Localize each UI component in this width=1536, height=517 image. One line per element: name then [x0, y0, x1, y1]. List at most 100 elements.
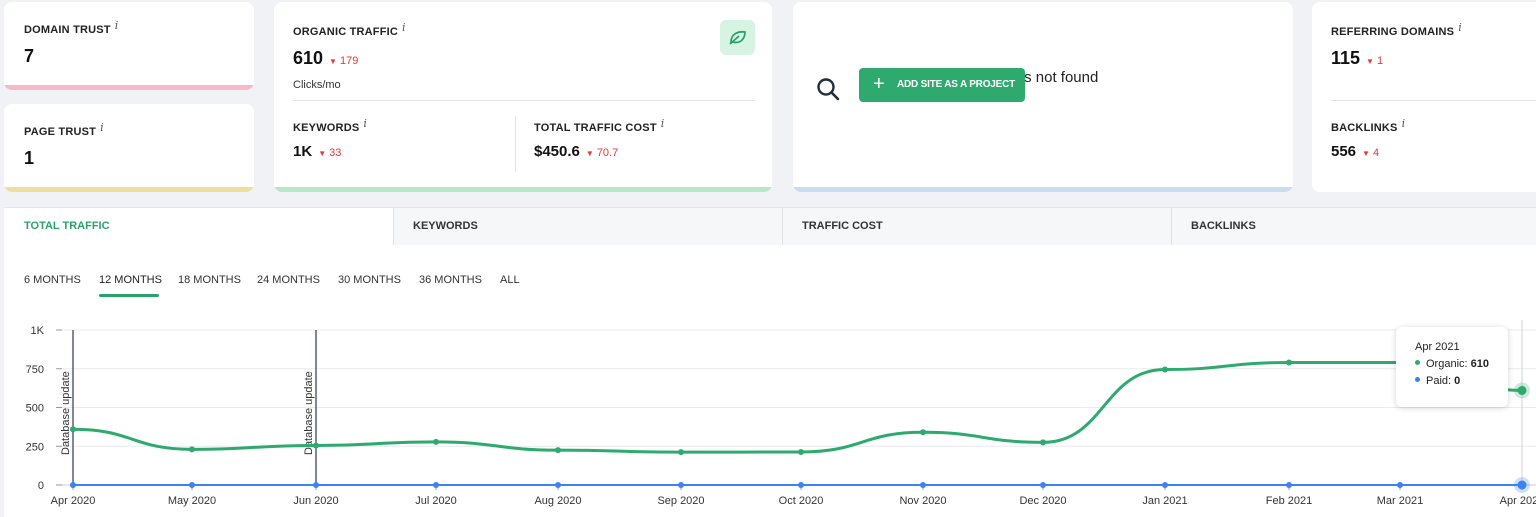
paid-point — [1397, 482, 1403, 488]
paid-point — [798, 482, 804, 488]
not-found-bar — [793, 187, 1293, 192]
plus-icon: + — [873, 73, 885, 95]
organic-point — [1162, 366, 1168, 373]
range-active-underline — [99, 294, 159, 297]
paid-point — [678, 482, 684, 488]
y-tick-label: 750 — [26, 364, 44, 376]
page-trust-value: 1 — [24, 148, 35, 168]
organic-traffic-label: ORGANIC TRAFFIC — [293, 26, 399, 38]
info-icon[interactable]: i — [402, 21, 406, 34]
x-tick-label: Jan 2021 — [1142, 495, 1187, 507]
down-triangle-icon: ▼ — [585, 149, 594, 158]
referring-card: REFERRING DOMAINS i 115 ▼ 1 BACKLINKS i 556 ▼… — [1312, 2, 1536, 192]
organic-traffic-delta: ▼ 179 — [329, 55, 359, 67]
paid-point — [1286, 482, 1292, 488]
referring-domains-delta: ▼ 1 — [1366, 55, 1384, 67]
organic-point — [189, 446, 195, 453]
paid-point — [555, 482, 561, 488]
page-trust-card: PAGE TRUST i 1 — [4, 104, 254, 192]
x-tick-label: Dec 2020 — [1019, 495, 1066, 507]
x-tick-label: Nov 2020 — [899, 495, 946, 507]
traffic-panel: 6 MONTHS 12 MONTHS 18 MONTHS 24 MONTHS 3… — [4, 245, 1536, 517]
tab-total-traffic[interactable]: TOTAL TRAFFIC — [4, 208, 394, 246]
info-icon[interactable]: i — [114, 19, 119, 32]
add-site-button[interactable]: + ADD SITE AS A PROJECT — [859, 68, 1025, 102]
domain-trust-value: 7 — [24, 46, 35, 66]
paid-point — [920, 482, 926, 488]
tooltip-paid: Paid: 0 — [1415, 375, 1508, 387]
organic-traffic-value: 610 — [293, 48, 324, 68]
keywords-value: 1K — [293, 143, 313, 160]
paid-point — [189, 482, 195, 488]
info-icon[interactable]: i — [100, 121, 104, 134]
referring-domains-label: REFERRING DOMAINS — [1331, 26, 1455, 38]
x-tick-label: Feb 2021 — [1266, 495, 1312, 507]
organic-dot-icon — [1415, 360, 1420, 365]
organic-point — [678, 449, 684, 456]
organic-traffic-card: ORGANIC TRAFFIC i 610 ▼ 179 Clicks/mo KEYWO… — [274, 2, 772, 192]
organic-point — [70, 426, 76, 433]
traffic-cost-value: $450.6 — [534, 143, 580, 160]
paid-point — [70, 482, 76, 488]
range-24-months[interactable]: 24 MONTHS — [257, 274, 320, 286]
paid-dot-icon — [1415, 377, 1420, 382]
info-icon[interactable]: i — [363, 117, 367, 130]
tab-traffic-cost[interactable]: TRAFFIC COST — [782, 208, 1172, 246]
range-6-months[interactable]: 6 MONTHS — [24, 274, 81, 286]
y-tick-label: 250 — [26, 441, 44, 453]
leaf-icon[interactable] — [720, 20, 755, 55]
not-found-card: The data on chatto.com is not found +ADD… — [793, 2, 1293, 192]
organic-point — [555, 447, 561, 454]
range-all[interactable]: ALL — [500, 274, 520, 286]
keywords-delta: ▼ 33 — [318, 147, 342, 159]
info-icon[interactable]: i — [1401, 117, 1406, 130]
down-triangle-icon: ▼ — [1362, 149, 1370, 158]
tab-keywords[interactable]: KEYWORDS — [393, 208, 783, 246]
tooltip-organic: Organic: 610 — [1415, 358, 1508, 370]
info-icon[interactable]: i — [1458, 21, 1462, 34]
x-tick-label: Apr 2021 — [1500, 495, 1536, 507]
paid-point — [1517, 480, 1527, 490]
tooltip-title: Apr 2021 — [1415, 341, 1460, 353]
x-tick-label: Jun 2020 — [293, 495, 338, 507]
x-tick-label: Oct 2020 — [779, 495, 824, 507]
range-12-months[interactable]: 12 MONTHS — [99, 274, 162, 286]
metric-tabs: TOTAL TRAFFIC KEYWORDS TRAFFIC COST BACK… — [4, 207, 1536, 246]
organic-point — [1286, 359, 1292, 366]
traffic-cost-delta: ▼ 70.7 — [585, 147, 619, 159]
y-tick-label: 1K — [31, 325, 45, 337]
down-triangle-icon: ▼ — [329, 57, 337, 66]
x-tick-label: Sep 2020 — [657, 495, 704, 507]
organic-point — [313, 442, 319, 449]
annotation-label: Database update — [60, 371, 72, 455]
domain-trust-label: DOMAIN TRUST — [24, 24, 111, 36]
traffic-cost-label: TOTAL TRAFFIC COST — [534, 122, 657, 134]
referring-domains-value: 115 — [1331, 48, 1361, 68]
y-tick-label: 0 — [38, 480, 44, 492]
x-tick-label: Apr 2020 — [51, 495, 96, 507]
keywords-label: KEYWORDS — [293, 122, 360, 134]
tab-backlinks[interactable]: BACKLINKS — [1191, 220, 1256, 232]
organic-point — [1040, 439, 1046, 446]
traffic-chart[interactable]: 0 250 500 750 1K Apr 2020 May 2020 Jun 2020 Jul … — [4, 245, 1536, 517]
domain-trust-card: DOMAIN TRUST i 7 — [4, 2, 254, 90]
organic-point — [1517, 385, 1527, 395]
search-icon — [815, 76, 843, 104]
x-tick-label: Jul 2020 — [415, 495, 457, 507]
range-18-months[interactable]: 18 MONTHS — [178, 274, 241, 286]
info-icon[interactable]: i — [660, 117, 665, 130]
y-tick-label: 500 — [26, 403, 44, 415]
organic-traffic-unit: Clicks/mo — [293, 79, 341, 91]
down-triangle-icon: ▼ — [318, 149, 327, 158]
domain-trust-bar — [4, 85, 254, 90]
annotation-label: Database update — [303, 371, 315, 455]
backlinks-delta: ▼ 4 — [1362, 147, 1380, 159]
organic-point — [433, 438, 439, 445]
page-trust-label: PAGE TRUST — [24, 126, 97, 138]
x-tick-label: May 2020 — [168, 495, 216, 507]
range-36-months[interactable]: 36 MONTHS — [419, 274, 482, 286]
paid-point — [1162, 482, 1168, 488]
down-triangle-icon: ▼ — [1366, 57, 1374, 66]
paid-point — [1040, 482, 1046, 488]
range-30-months[interactable]: 30 MONTHS — [338, 274, 401, 286]
